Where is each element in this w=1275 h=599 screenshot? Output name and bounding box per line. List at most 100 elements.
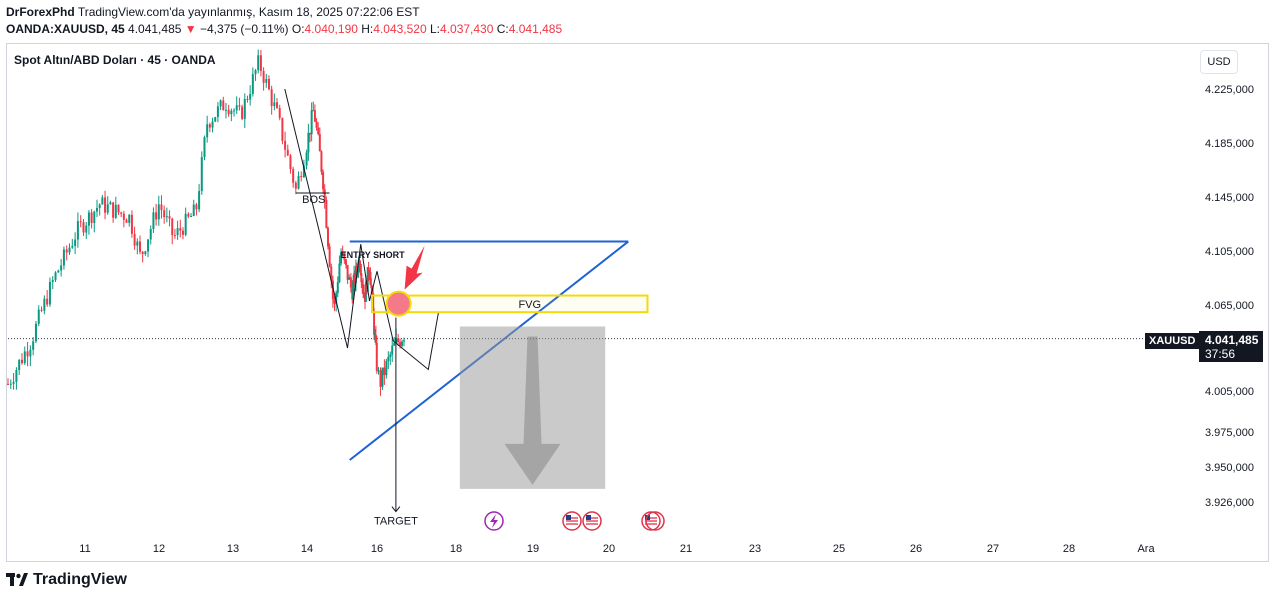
y-tick-label: 3.975,000 — [1205, 427, 1254, 439]
candle-body — [276, 102, 279, 109]
candle-body — [294, 182, 297, 189]
chart-frame[interactable] — [6, 43, 1269, 562]
candle-body — [373, 311, 376, 335]
candle-body — [79, 221, 82, 223]
candle-body — [374, 334, 377, 343]
x-tick-label: 26 — [910, 543, 922, 555]
candle-body — [32, 341, 35, 350]
author-name[interactable]: DrForexPhd — [6, 5, 75, 19]
candle-body — [125, 219, 128, 223]
candle-body — [149, 229, 152, 240]
candle-body — [363, 292, 366, 297]
change-arrow-icon: ▼ — [184, 22, 197, 36]
lightning-glyph-icon — [490, 514, 498, 528]
candle-body — [187, 213, 190, 217]
candle-body — [211, 121, 214, 128]
target-arrow-icon — [391, 506, 401, 513]
candle-body — [76, 221, 79, 240]
candle-body — [157, 204, 160, 220]
candle-body — [176, 228, 179, 236]
candle-body — [257, 55, 260, 71]
candle-body — [325, 199, 328, 228]
x-tick-label: 11 — [79, 543, 90, 555]
candle-body — [29, 349, 32, 357]
candle-body — [364, 281, 367, 302]
candle-body — [278, 108, 281, 118]
candle-body — [122, 213, 125, 220]
y-tick-label: 3.950,000 — [1205, 462, 1254, 474]
candle-body — [9, 383, 12, 385]
candle-body — [133, 233, 136, 246]
candle-body — [340, 252, 343, 264]
candle-body — [109, 202, 112, 205]
candle-body — [23, 351, 26, 364]
candle-body — [48, 281, 51, 305]
candle-body — [128, 214, 131, 223]
tradingview-logo[interactable]: TradingView — [6, 571, 127, 589]
candle-body — [286, 149, 289, 156]
candle-body — [40, 309, 43, 311]
candle-body — [51, 279, 54, 282]
candle-body — [163, 210, 166, 218]
candle-body — [326, 227, 329, 247]
entry-point-marker — [385, 290, 412, 317]
swing-path — [284, 88, 439, 371]
candle-body — [114, 204, 117, 218]
y-tick-label: 4.105,000 — [1205, 246, 1254, 258]
candle-body — [379, 370, 382, 387]
target-down-arrow-icon — [504, 336, 561, 485]
candle-body — [322, 171, 325, 190]
candle-body — [317, 127, 320, 135]
candle-body — [281, 117, 284, 141]
y-tick-label: 4.185,000 — [1205, 138, 1254, 150]
candle-body — [393, 342, 396, 346]
candle-body — [112, 202, 115, 218]
ohlc-bar: OANDA:XAUUSD, 45 4.041,485 ▼ −4,375 (−0.… — [6, 22, 562, 36]
candle-body — [190, 216, 193, 218]
candle-body — [315, 121, 318, 128]
candle-body — [85, 225, 88, 233]
x-tick-label: 18 — [450, 543, 462, 555]
candle-body — [214, 117, 217, 122]
candle-body — [224, 109, 227, 111]
y-tick-label: 4.225,000 — [1205, 84, 1254, 96]
y-tick-label: 4.005,000 — [1205, 386, 1254, 398]
candle-body — [403, 340, 405, 342]
candle-body — [243, 98, 246, 119]
candle-body — [251, 74, 254, 94]
candle-body — [57, 270, 60, 273]
candle-body — [20, 359, 23, 364]
candle-body — [208, 124, 211, 128]
candle-body — [397, 338, 400, 343]
candle-body — [138, 241, 141, 252]
bar-countdown: 37:56 — [1205, 347, 1236, 361]
candle-body — [289, 155, 292, 170]
entry-short-label: ENTRY SHORT — [341, 250, 406, 260]
candle-body — [358, 259, 361, 266]
x-tick-label: 23 — [749, 543, 761, 555]
candle-body — [310, 110, 313, 135]
candle-body — [233, 110, 236, 112]
candle-body — [348, 277, 351, 280]
candle-body — [302, 165, 305, 178]
target-zone — [459, 326, 606, 489]
candle-body — [95, 207, 98, 212]
candle-body — [344, 259, 347, 265]
x-tick-label: 12 — [153, 543, 165, 555]
candle-body — [313, 110, 316, 122]
candle-body — [265, 78, 268, 83]
currency-button[interactable]: USD — [1200, 50, 1238, 74]
close-value: 4.041,485 — [508, 22, 563, 36]
candle-body — [401, 341, 404, 346]
candle-body — [338, 263, 341, 283]
candle-body — [198, 191, 201, 210]
symbol-line: OANDA:XAUUSD, 45 — [6, 22, 125, 36]
fvg-label: FVG — [518, 299, 541, 311]
candle-body — [68, 247, 71, 253]
candle-body — [37, 309, 40, 324]
fvg-zone — [371, 294, 649, 314]
candle-body — [249, 93, 252, 100]
candle-body — [336, 282, 339, 293]
candle-body — [192, 204, 195, 217]
